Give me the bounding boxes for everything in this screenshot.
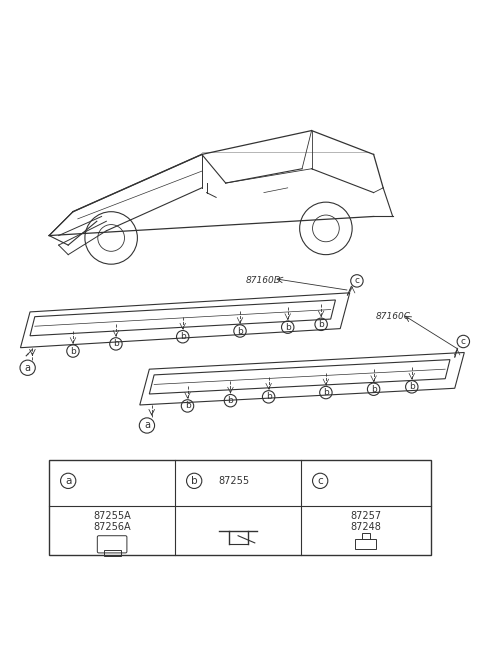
Text: b: b — [237, 326, 243, 336]
Text: b: b — [185, 401, 191, 410]
Text: 87255: 87255 — [218, 476, 249, 486]
Text: b: b — [180, 332, 186, 341]
Text: b: b — [318, 320, 324, 329]
Text: c: c — [317, 476, 323, 486]
Text: b: b — [285, 322, 290, 332]
Text: 87160D: 87160D — [246, 277, 282, 285]
Text: b: b — [266, 393, 272, 401]
Text: b: b — [191, 476, 197, 486]
Text: 87255A
87256A: 87255A 87256A — [93, 510, 131, 532]
Text: c: c — [461, 337, 466, 346]
Text: b: b — [113, 340, 119, 348]
Text: 87257
87248: 87257 87248 — [350, 510, 382, 532]
Text: a: a — [144, 420, 150, 430]
Text: a: a — [65, 476, 72, 486]
Text: b: b — [371, 385, 376, 394]
Text: b: b — [228, 396, 233, 405]
Text: c: c — [354, 277, 360, 285]
Text: b: b — [409, 383, 415, 391]
Text: 87160C: 87160C — [375, 312, 410, 321]
Text: a: a — [24, 363, 31, 373]
Text: b: b — [70, 346, 76, 355]
Text: b: b — [323, 388, 329, 397]
